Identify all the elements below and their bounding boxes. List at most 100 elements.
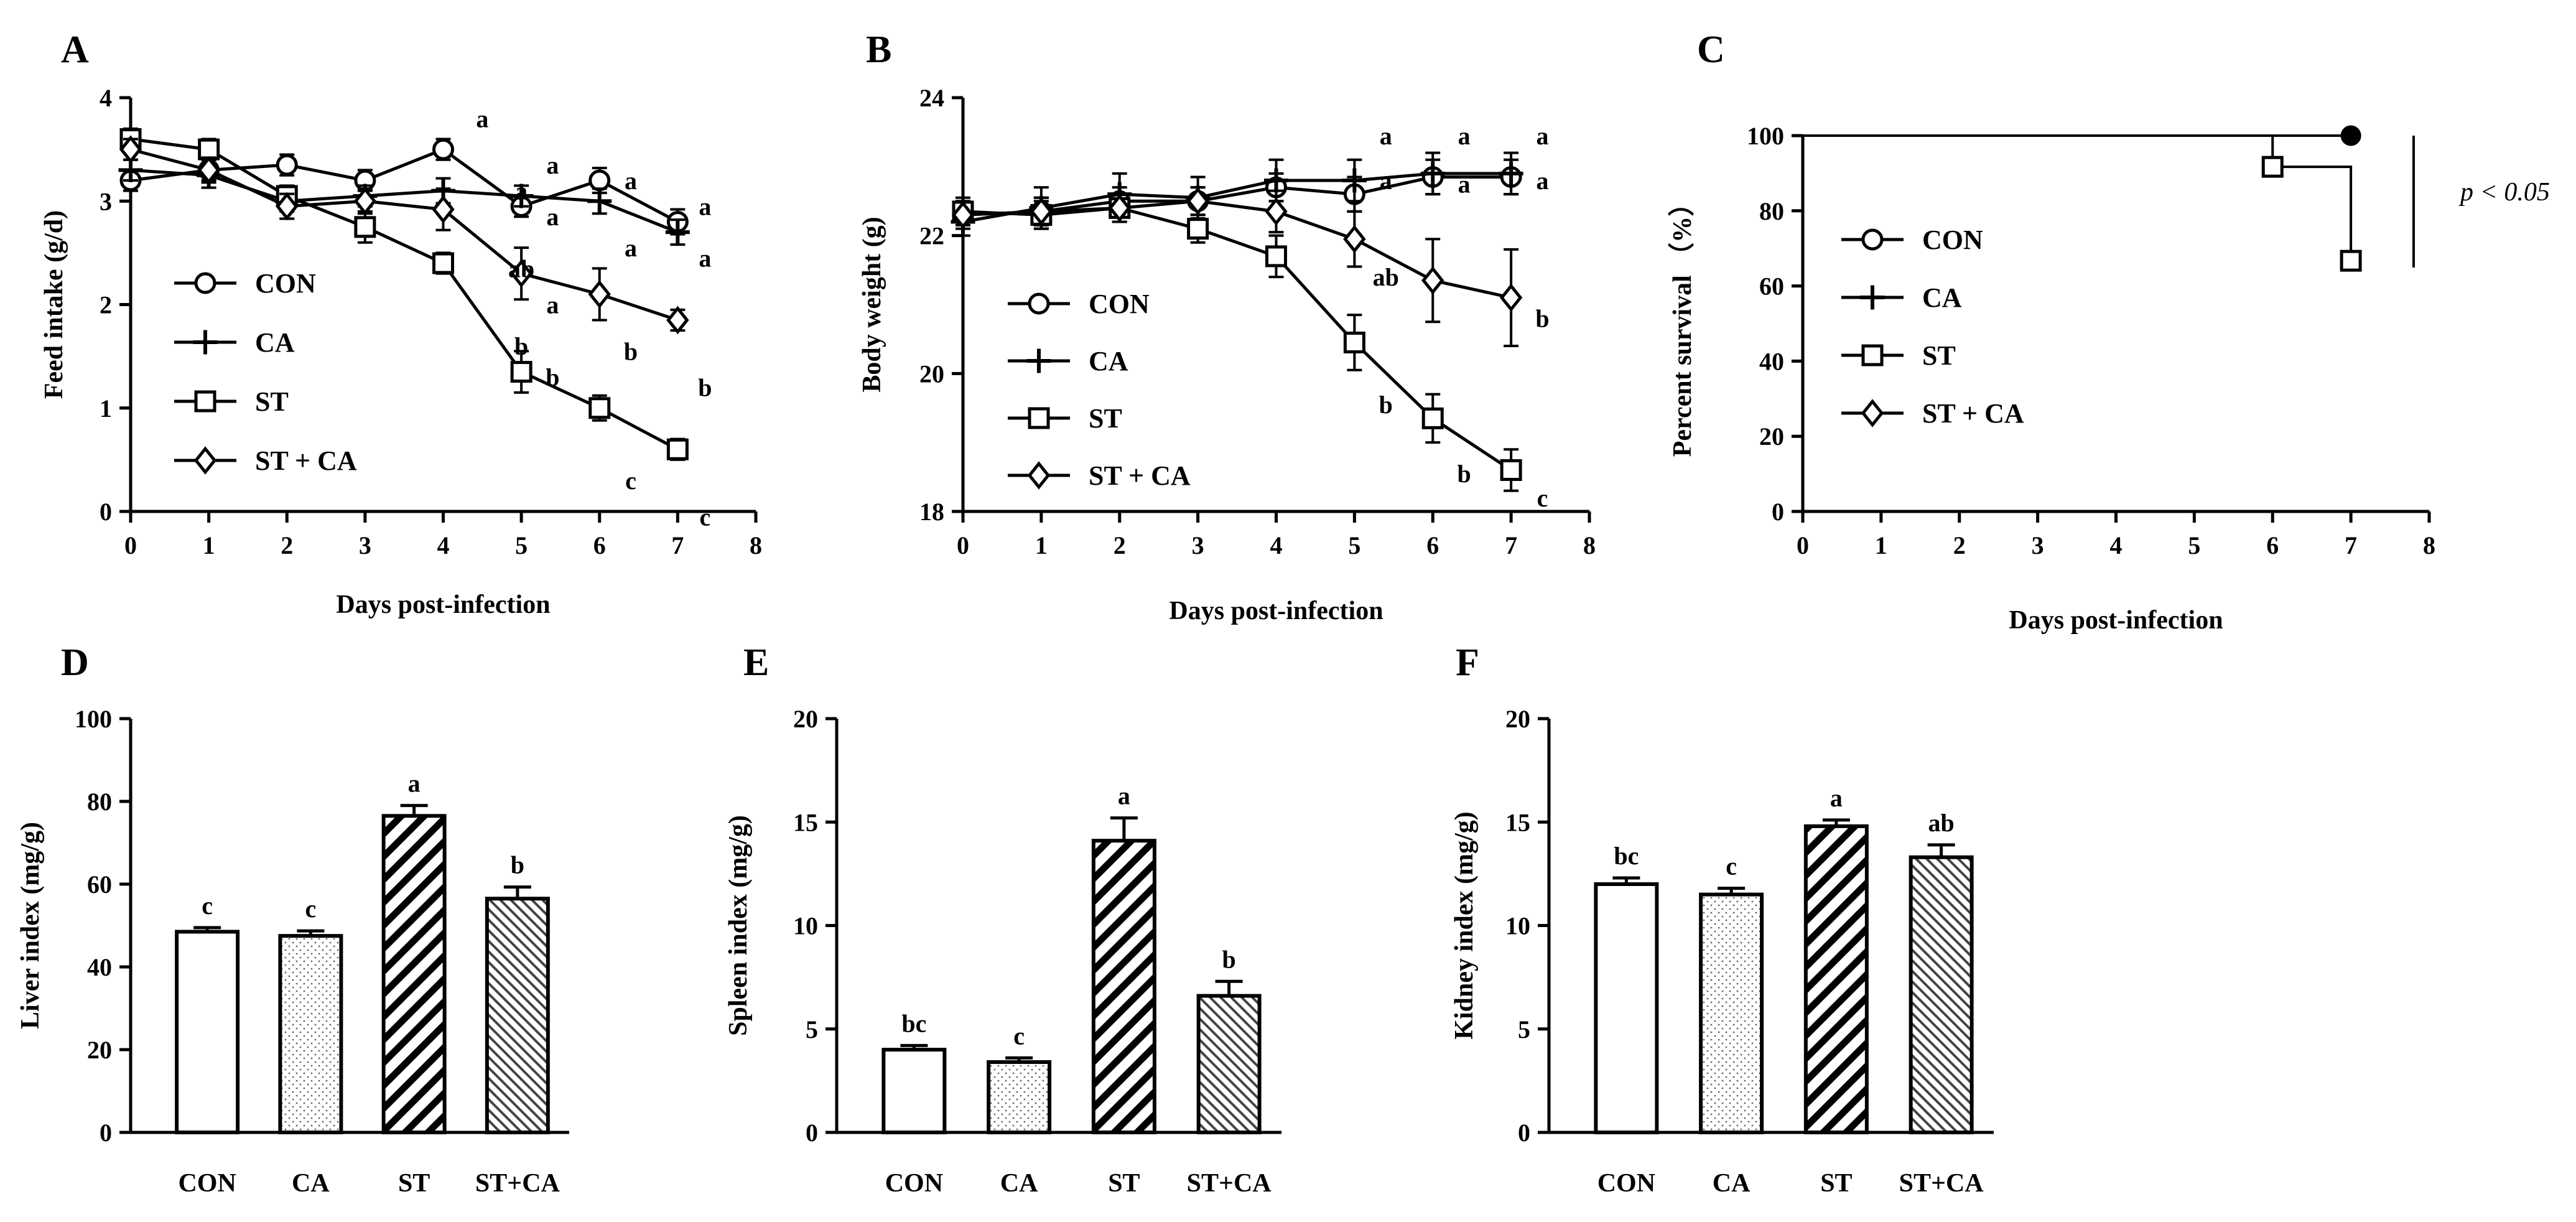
significance-letter: a — [408, 770, 421, 798]
panel-letter: F — [1456, 641, 1479, 684]
y-tick-label: 2 — [100, 291, 112, 319]
bar-group-st-ca: b ST+CA — [1187, 945, 1272, 1198]
bar-group-st: a ST — [1091, 782, 1156, 1198]
significance-letter: a — [625, 234, 637, 262]
data-point — [432, 195, 455, 224]
series-st — [119, 127, 689, 461]
bar — [1699, 892, 1764, 1134]
data-point — [354, 216, 376, 238]
significance-letter: a — [546, 291, 559, 319]
significance-letter: c — [1537, 484, 1548, 512]
x-tick-label: 5 — [1348, 531, 1360, 559]
x-tick-label: 0 — [957, 531, 969, 559]
significance-letter: c — [305, 895, 316, 923]
y-tick-label: 0 — [1518, 1119, 1530, 1147]
x-axis-title: Days post-infection — [336, 590, 550, 619]
y-tick-label: 20 — [87, 1036, 112, 1064]
x-tick-label: 7 — [1505, 531, 1517, 559]
x-category-label: CA — [1713, 1169, 1751, 1198]
panel-letter: E — [743, 641, 769, 684]
survival-line — [1803, 134, 2353, 261]
x-tick-label: 3 — [2032, 531, 2044, 559]
y-tick-label: 22 — [919, 222, 944, 250]
data-point — [1264, 168, 1288, 193]
legend-item: ST + CA — [1008, 460, 1191, 491]
significance-letter: c — [202, 892, 213, 920]
x-tick-label: 1 — [203, 531, 215, 559]
panel-letter: C — [1697, 29, 1725, 71]
y-tick-label: 1 — [100, 394, 112, 422]
data-point — [1343, 225, 1366, 253]
x-tick-label: 4 — [2110, 531, 2123, 559]
significance-letter: c — [699, 503, 710, 531]
y-tick-label: 60 — [1759, 273, 1784, 301]
x-category-label: ST — [1108, 1169, 1140, 1198]
y-tick-label: 20 — [919, 360, 944, 388]
y-tick-label: 60 — [87, 870, 112, 898]
significance-letter: a — [1458, 170, 1471, 198]
legend-item: CA — [1008, 346, 1128, 376]
error-bar — [1718, 887, 1746, 895]
data-point — [1421, 407, 1444, 429]
bar — [1196, 994, 1262, 1135]
x-tick-label: 8 — [1583, 531, 1596, 559]
series-st-ca — [119, 135, 689, 335]
series-line — [962, 206, 1512, 472]
data-point — [1187, 218, 1209, 240]
significance-letter: a — [1830, 784, 1843, 812]
legend-item: ST + CA — [1841, 398, 2024, 429]
significance-letter: a — [1536, 167, 1548, 195]
bar — [881, 1048, 947, 1134]
legend-label: ST + CA — [1922, 398, 2024, 429]
x-category-label: CA — [292, 1169, 330, 1198]
significance-letter: a — [1380, 167, 1392, 195]
x-axis-title: Days post-infection — [2009, 606, 2223, 635]
y-tick-label: 24 — [919, 84, 944, 112]
y-tick-label: 80 — [1759, 197, 1784, 225]
data-point — [1420, 161, 1445, 186]
x-category-label: CA — [1000, 1169, 1038, 1198]
panel-letter: A — [61, 29, 89, 71]
bar-group-st: a ST — [381, 770, 447, 1198]
data-point — [1265, 245, 1287, 268]
significance-letter: b — [698, 374, 712, 402]
x-tick-label: 8 — [750, 531, 762, 559]
legend-marker — [1861, 344, 1884, 366]
error-bar — [1215, 979, 1243, 996]
legend-marker — [194, 272, 216, 294]
error-bar — [1110, 816, 1138, 841]
data-point — [432, 252, 454, 274]
significance-letter: ab — [1373, 263, 1399, 291]
significance-letter: a — [1536, 122, 1548, 150]
legend-item: CON — [174, 268, 316, 299]
legend-marker — [193, 446, 217, 475]
data-point — [1342, 168, 1367, 193]
legend-label: ST + CA — [1089, 460, 1191, 491]
y-tick-label: 4 — [100, 84, 112, 112]
significance-letter: a — [699, 193, 711, 221]
error-bar — [400, 804, 428, 816]
y-axis-title: Spleen index (mg/g) — [724, 815, 753, 1036]
x-tick-label: 5 — [2188, 531, 2200, 559]
x-tick-label: 7 — [671, 531, 684, 559]
bar-group-st-ca: b ST+CA — [475, 851, 560, 1198]
x-tick-label: 4 — [437, 531, 450, 559]
significance-letter: b — [1222, 945, 1236, 973]
x-tick-label: 8 — [2423, 531, 2435, 559]
error-bar — [1822, 818, 1850, 826]
y-tick-label: 40 — [1759, 347, 1784, 375]
y-tick-label: 10 — [1505, 912, 1530, 940]
x-tick-label: 3 — [359, 531, 371, 559]
y-tick-label: 0 — [100, 498, 112, 526]
series-line — [962, 199, 1512, 299]
x-category-label: CON — [1597, 1169, 1655, 1198]
x-category-label: ST+CA — [1899, 1169, 1984, 1198]
x-tick-label: 2 — [1953, 531, 1966, 559]
bar-group-con: bc CON — [1594, 842, 1659, 1198]
y-axis-title: Feed intake (g/d) — [40, 210, 68, 399]
y-tick-label: 80 — [87, 788, 112, 816]
legend-marker — [1028, 292, 1050, 315]
y-axis-title: Kidney index (mg/g) — [1450, 811, 1479, 1039]
x-tick-label: 6 — [2266, 531, 2279, 559]
x-category-label: CON — [178, 1169, 236, 1198]
